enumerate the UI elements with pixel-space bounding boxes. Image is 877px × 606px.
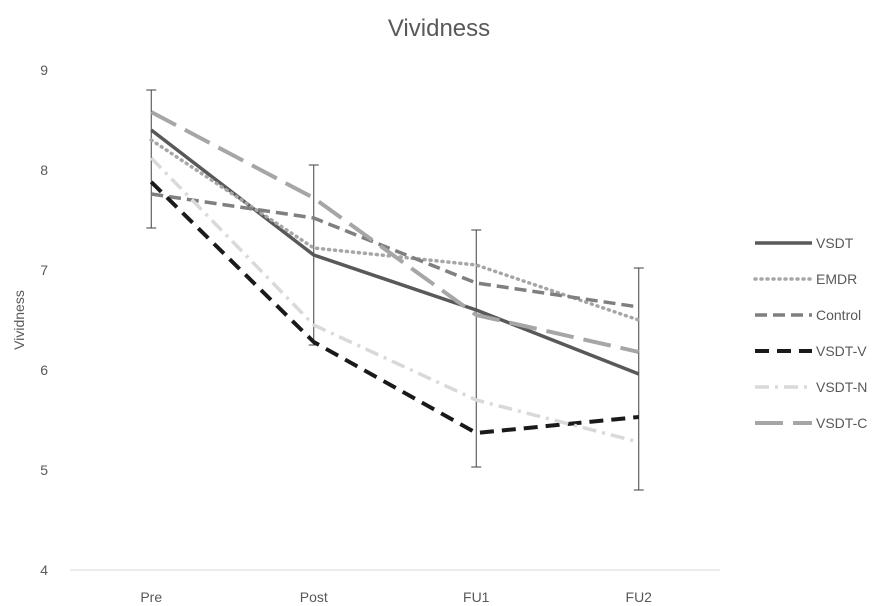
- series-line-emdr: [149, 138, 641, 322]
- chart-title: Vividness: [388, 15, 490, 42]
- series-lines: [149, 110, 641, 444]
- series-line-vsdt-v: [149, 180, 639, 435]
- y-tick-label: 5: [40, 462, 48, 478]
- y-tick-label: 8: [40, 162, 48, 178]
- x-tick-label: FU1: [463, 589, 490, 605]
- series-line-vsdt-n: [149, 156, 640, 444]
- x-tick-label: Post: [300, 589, 328, 605]
- axes: 4 5 6 7 8 9 Pre Post FU1 FU2: [40, 62, 720, 605]
- y-axis-label: Vividness: [11, 290, 27, 350]
- legend-label: EMDR: [816, 271, 857, 287]
- legend-label: VSDT-V: [816, 343, 867, 359]
- legend: VSDT EMDR Control VSDT-V VSDT-N VSDT-C: [753, 235, 867, 431]
- series-line-control: [150, 192, 640, 309]
- legend-label: VSDT: [816, 235, 854, 251]
- series-line-vsdt-c: [150, 110, 640, 354]
- x-tick-label: FU2: [626, 589, 653, 605]
- legend-label: VSDT-C: [816, 415, 867, 431]
- x-tick-label: Pre: [140, 589, 162, 605]
- y-tick-label: 9: [40, 62, 48, 78]
- y-tick-label: 6: [40, 362, 48, 378]
- y-tick-label: 4: [40, 562, 48, 578]
- legend-label: Control: [816, 307, 861, 323]
- y-tick-label: 7: [40, 262, 48, 278]
- legend-label: VSDT-N: [816, 379, 867, 395]
